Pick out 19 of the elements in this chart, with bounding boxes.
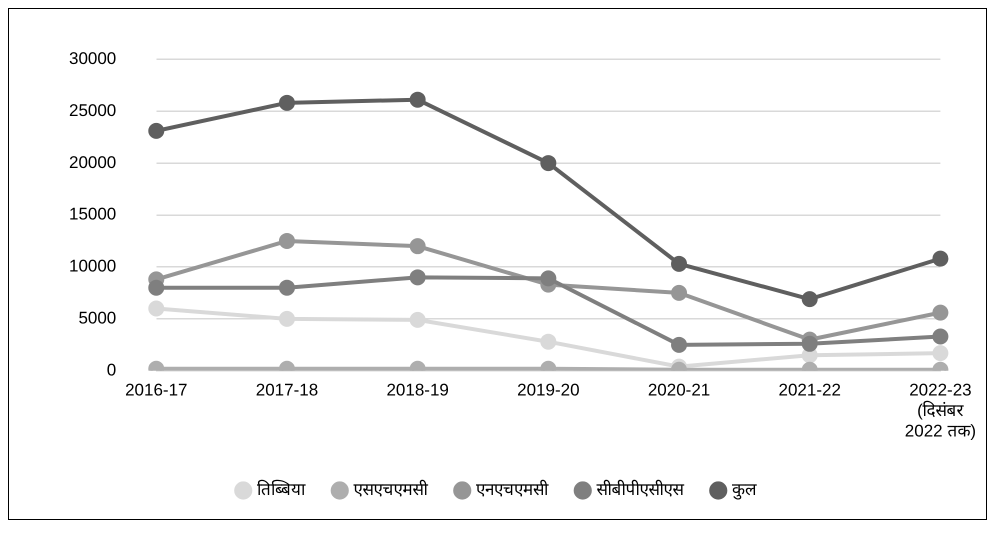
x-tick-label: 2021-22 xyxy=(778,380,841,400)
x-tick-label: 2016-17 xyxy=(125,380,188,400)
x-tick-label: 2017-18 xyxy=(256,380,318,400)
y-tick-label: 30000 xyxy=(68,48,116,68)
y-tick-label: 20000 xyxy=(68,152,116,172)
x-tick-label: 2020-21 xyxy=(648,380,710,400)
y-tick-label: 25000 xyxy=(68,100,116,120)
y-tick-label: 5000 xyxy=(78,308,116,328)
y-tick-label: 0 xyxy=(106,360,116,380)
x-tick-label: 2019-20 xyxy=(517,380,580,400)
legend-label: कुल xyxy=(732,480,757,500)
y-tick-label: 10000 xyxy=(68,256,116,276)
legend-label: एसएचएमसी xyxy=(353,478,428,500)
x-tick-label: 2022-23 (दिसंबर 2022 तक) xyxy=(904,380,976,440)
legend-label: एनएचएमसी xyxy=(476,478,549,500)
legend-label: तिब्बिया xyxy=(256,478,306,500)
x-tick-label: 2018-19 xyxy=(386,380,449,400)
legend-label: सीबीपीएसीएस xyxy=(596,478,684,500)
y-tick-label: 15000 xyxy=(68,204,116,224)
